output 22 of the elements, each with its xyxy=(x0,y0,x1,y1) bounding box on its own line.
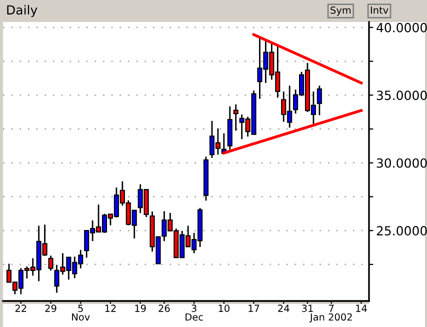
candlestick xyxy=(48,254,54,272)
x-tick-label: 3 Dec xyxy=(186,304,203,321)
x-tick-label: 12 xyxy=(105,304,116,312)
x-tick-label: 10 xyxy=(218,304,230,312)
x-tick-label: 29 xyxy=(45,304,56,312)
x-tick-label: 19 xyxy=(135,304,146,312)
x-tick-label: 22 xyxy=(15,304,26,312)
candlestick xyxy=(233,104,238,132)
x-tick-label: 17 xyxy=(248,304,260,312)
x-tick-label: 31 xyxy=(302,304,313,312)
y-tick-label: 30.0000 xyxy=(376,158,427,168)
chart-title: Daily xyxy=(7,4,38,18)
x-tick-label: 14 xyxy=(356,304,367,312)
text: Intv xyxy=(370,6,388,14)
x-tick-label: 26 xyxy=(158,304,170,312)
text: Sym xyxy=(330,6,351,16)
y-tick-label: 40.0000 xyxy=(376,22,427,32)
y-tick-label: 25.0000 xyxy=(376,226,427,236)
candlestick xyxy=(316,84,322,116)
x-tick-label: 24 xyxy=(278,304,290,312)
x-tick-label: 5 Nov xyxy=(72,304,90,321)
y-tick-label: 35.0000 xyxy=(376,90,427,100)
